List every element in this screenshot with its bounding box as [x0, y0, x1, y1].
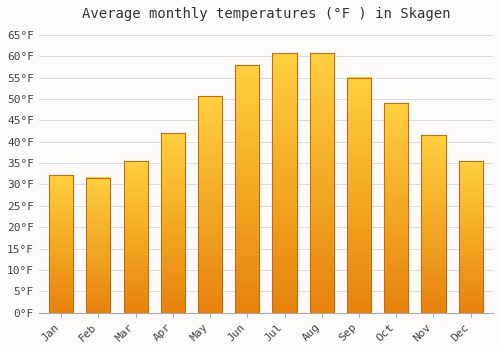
Title: Average monthly temperatures (°F ) in Skagen: Average monthly temperatures (°F ) in Sk…: [82, 7, 450, 21]
